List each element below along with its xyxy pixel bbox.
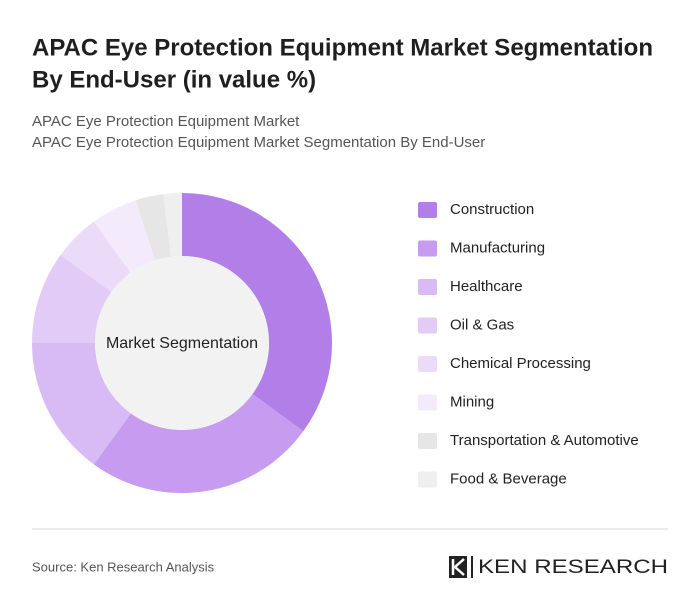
chart-title: By End-User (in value %): [32, 66, 316, 93]
legend-swatch: [418, 471, 437, 488]
slice: [32, 343, 131, 465]
legend-label: Chemical Processing: [450, 355, 591, 372]
legend-label: Food & Beverage: [450, 470, 567, 487]
legend-label: Construction: [450, 201, 534, 218]
legend-label: Oil & Gas: [450, 316, 514, 333]
chart-title: APAC Eye Protection Equipment Market Seg…: [32, 34, 653, 61]
slice: [135, 194, 172, 261]
legend-swatch: [418, 356, 437, 372]
logo-mark: [451, 558, 465, 576]
legend-swatch: [418, 279, 437, 295]
legend-swatch: [418, 433, 437, 449]
source: Source: Ken Research Analysis: [32, 559, 215, 574]
slice: [60, 221, 131, 292]
slice: [182, 193, 332, 432]
legend-swatch: [418, 240, 437, 257]
legend-swatch: [418, 394, 437, 411]
brand-logo: KEN RESEARCH: [449, 556, 668, 578]
logo-icon: [449, 556, 467, 578]
donut: [32, 193, 332, 493]
slice: [93, 200, 156, 273]
legend-label: Mining: [450, 393, 494, 410]
legend: Construction Manufacturing Healthcare Oil &…: [418, 201, 639, 488]
legend-label: Transportation & Automotive: [450, 432, 639, 449]
legend-label: Manufacturing: [450, 239, 545, 256]
legend-swatch: [418, 317, 437, 334]
slice: [163, 193, 182, 257]
slice: [93, 394, 304, 493]
brand-name: KEN RESEARCH: [478, 557, 668, 578]
donut-hole: [95, 256, 269, 430]
subtitle: APAC Eye Protection Equipment Market Seg…: [32, 134, 485, 151]
slice: [32, 254, 112, 343]
legend-swatch: [418, 202, 437, 218]
legend-label: Healthcare: [450, 278, 523, 295]
subtitle: APAC Eye Protection Equipment Market: [32, 113, 300, 130]
center-label: Market Segmentation: [106, 335, 258, 352]
